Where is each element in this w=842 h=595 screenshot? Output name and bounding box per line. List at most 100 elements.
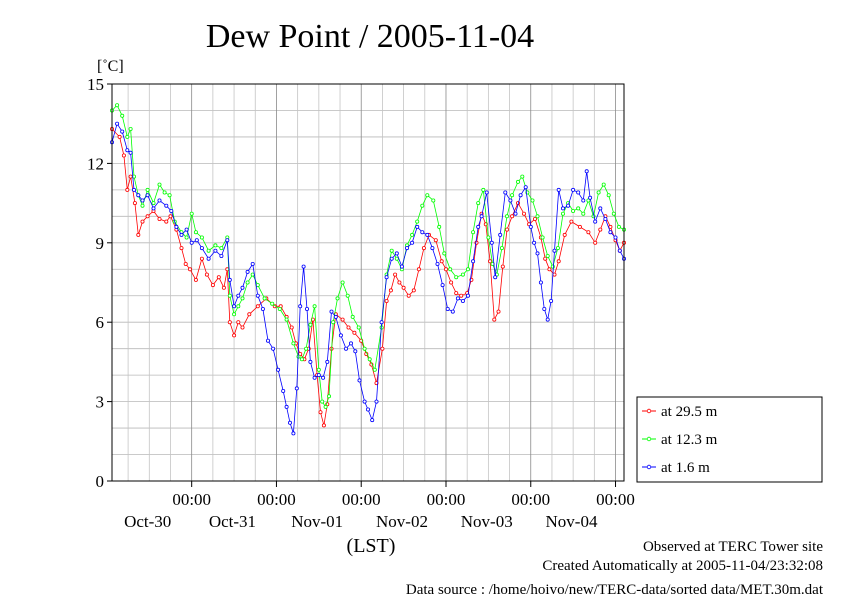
data-point xyxy=(584,169,589,174)
data-point xyxy=(323,404,328,409)
x-tick-time-label: 00:00 xyxy=(172,490,211,509)
data-point xyxy=(435,261,440,266)
x-tick-time-label: 00:00 xyxy=(511,490,550,509)
data-point xyxy=(184,235,189,240)
data-point xyxy=(199,246,204,251)
data-point xyxy=(117,134,122,139)
data-point xyxy=(325,359,330,364)
data-point xyxy=(616,224,621,229)
x-tick-date-label: Nov-04 xyxy=(546,512,598,531)
data-point xyxy=(232,333,237,338)
data-point xyxy=(276,367,281,372)
data-point xyxy=(151,201,156,206)
data-point xyxy=(304,346,309,351)
data-point xyxy=(365,407,370,412)
data-point xyxy=(357,378,362,383)
data-point xyxy=(247,312,252,317)
data-point xyxy=(227,277,232,282)
data-point xyxy=(540,235,545,240)
data-point xyxy=(488,259,493,264)
data-point xyxy=(298,304,303,309)
data-point xyxy=(308,359,313,364)
data-point xyxy=(593,219,598,224)
data-point xyxy=(535,251,540,256)
data-point xyxy=(128,150,133,155)
data-point xyxy=(410,232,415,237)
data-point xyxy=(321,375,326,380)
series-lines xyxy=(110,103,627,436)
data-point xyxy=(576,190,581,195)
data-point xyxy=(460,272,465,277)
data-point xyxy=(454,291,459,296)
data-point xyxy=(145,187,150,192)
data-point xyxy=(265,338,270,343)
data-point xyxy=(372,367,377,372)
legend-label: at 12.3 m xyxy=(661,432,718,448)
series-1 xyxy=(110,103,627,409)
data-point xyxy=(476,201,481,206)
data-point xyxy=(299,357,304,362)
series-line xyxy=(111,128,625,426)
data-point xyxy=(577,224,582,229)
data-point xyxy=(204,272,209,277)
data-point xyxy=(277,306,282,311)
data-point xyxy=(219,253,224,258)
data-point xyxy=(131,187,136,192)
footer-created: Created Automatically at 2005-11-04/23:3… xyxy=(542,558,823,574)
legend-label: at 29.5 m xyxy=(661,404,718,420)
data-point xyxy=(569,219,574,224)
data-point xyxy=(301,264,306,269)
x-tick-date-label: Oct-31 xyxy=(209,512,256,531)
data-point xyxy=(522,211,527,216)
data-point xyxy=(291,341,296,346)
data-point xyxy=(606,193,611,198)
data-point xyxy=(450,309,455,314)
data-point xyxy=(321,423,326,428)
data-point xyxy=(374,399,379,404)
data-point xyxy=(442,251,447,256)
data-point xyxy=(169,208,174,213)
data-point xyxy=(500,264,505,269)
data-point xyxy=(236,293,241,298)
data-point xyxy=(601,182,606,187)
data-point xyxy=(370,418,375,423)
data-point xyxy=(184,227,189,232)
data-point xyxy=(510,214,515,219)
data-point xyxy=(331,320,336,325)
x-tick-time-label: 00:00 xyxy=(427,490,466,509)
data-point xyxy=(581,211,586,216)
data-point xyxy=(576,206,581,211)
data-point xyxy=(189,240,194,245)
data-point xyxy=(120,129,125,134)
y-axis-unit-label: [˚C] xyxy=(97,58,124,75)
data-point xyxy=(510,193,515,198)
data-point xyxy=(289,325,294,330)
data-point xyxy=(121,153,126,158)
data-point xyxy=(140,203,145,208)
data-point xyxy=(352,330,357,335)
data-point xyxy=(187,267,192,272)
data-point xyxy=(348,341,353,346)
data-point xyxy=(379,320,384,325)
data-point xyxy=(581,198,586,203)
data-point xyxy=(394,256,399,261)
data-point xyxy=(384,298,389,303)
y-tick-label: 3 xyxy=(96,393,105,412)
legend-swatch-marker xyxy=(646,436,652,442)
data-point xyxy=(492,317,497,322)
x-tick-time-label: 00:00 xyxy=(596,490,635,509)
data-point xyxy=(547,267,552,272)
data-point xyxy=(206,248,211,253)
data-point xyxy=(333,314,338,319)
data-point xyxy=(329,309,334,314)
data-point xyxy=(518,193,523,198)
data-point xyxy=(552,272,557,277)
data-point xyxy=(404,246,409,251)
legend-item: at 12.3 m xyxy=(642,432,718,448)
data-point xyxy=(401,285,406,290)
data-point xyxy=(326,394,331,399)
legend-swatch-marker xyxy=(646,408,652,414)
data-point xyxy=(245,269,250,274)
data-point xyxy=(255,304,260,309)
data-point xyxy=(240,285,245,290)
